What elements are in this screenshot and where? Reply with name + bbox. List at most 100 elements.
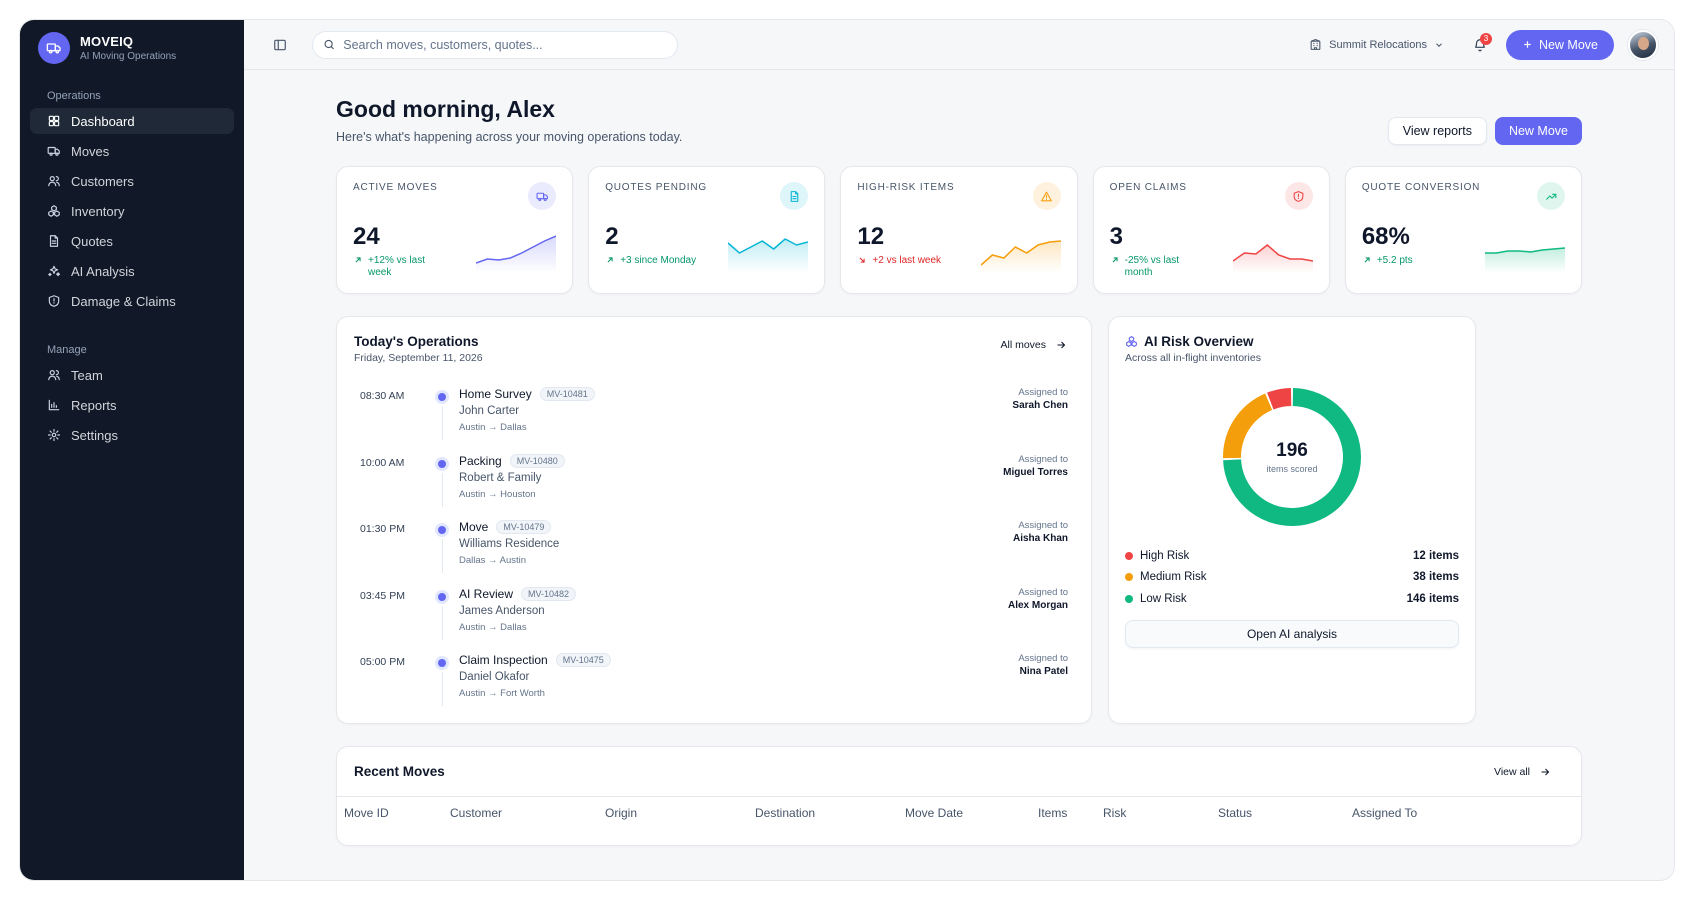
- timeline-line: [442, 672, 443, 706]
- operation-customer: Robert & Family: [459, 471, 542, 484]
- sidebar-item-settings[interactable]: Settings: [30, 422, 234, 448]
- sidebar-item-damage-claims[interactable]: Damage & Claims: [30, 288, 234, 314]
- arrow-up-right-icon: [607, 257, 613, 263]
- org-name: Summit Relocations: [1329, 38, 1427, 51]
- sidebar-item-ai-analysis[interactable]: AI Analysis: [30, 258, 234, 284]
- arrow-up-right-icon: [1364, 257, 1370, 263]
- building-icon: [1310, 39, 1321, 50]
- nav-operations: Dashboard Moves Customers Inventory Quotes AI…: [30, 108, 234, 314]
- arrow-up-right-icon: [355, 257, 361, 263]
- new-move-secondary-button[interactable]: New Move: [1494, 117, 1582, 145]
- sidebar-item-label: Settings: [71, 427, 118, 443]
- page-title: Good morning, Alex: [336, 96, 555, 122]
- user-avatar[interactable]: [1628, 29, 1658, 60]
- column-header-move-id[interactable]: Move ID: [344, 806, 389, 820]
- operation-row[interactable]: 03:45 PM AI Review MV-10482 James Anderson A…: [354, 584, 1074, 651]
- new-move-button[interactable]: New Move: [1505, 29, 1614, 60]
- brand-subtitle: AI Moving Operations: [80, 51, 177, 62]
- move-id-badge[interactable]: MV-10475: [555, 653, 611, 667]
- stat-card-open-claims[interactable]: Open Claims 3 -25% vs last month: [1092, 166, 1330, 294]
- view-all-link[interactable]: View all: [1494, 766, 1551, 778]
- stat-card-quotes-pending[interactable]: Quotes Pending 2 +3 since Monday: [588, 166, 826, 294]
- sidebar-item-customers[interactable]: Customers: [30, 168, 234, 194]
- operation-row[interactable]: 08:30 AM Home Survey MV-10481 John Carter Au…: [354, 384, 1074, 451]
- sidebar-item-label: Reports: [71, 397, 117, 413]
- search-box[interactable]: [312, 30, 678, 59]
- sidebar-item-label: Inventory: [71, 203, 125, 219]
- topbar: Summit Relocations 3 New Move: [244, 20, 1674, 70]
- assignee-name: Sarah Chen: [1012, 400, 1068, 411]
- sidebar-toggle-icon[interactable]: [268, 33, 292, 57]
- org-switcher[interactable]: Summit Relocations: [1309, 38, 1444, 51]
- search-input[interactable]: [343, 37, 667, 52]
- timeline-line: [442, 605, 443, 640]
- notifications-button[interactable]: 3: [1468, 32, 1492, 57]
- boxes-icon: [47, 204, 61, 218]
- brand-name: MOVEIQ: [80, 34, 134, 49]
- operation-row[interactable]: 05:00 PM Claim Inspection MV-10475 Daniel O…: [354, 650, 1074, 717]
- sidebar-item-reports[interactable]: Reports: [30, 392, 234, 418]
- users-icon: [47, 174, 61, 188]
- gear-icon: [47, 428, 61, 442]
- view-reports-button[interactable]: View reports: [1387, 117, 1487, 145]
- move-id-badge[interactable]: MV-10482: [521, 586, 577, 601]
- risk-donut: 196 items scored: [1217, 382, 1367, 532]
- stat-card-active-moves[interactable]: Active Moves 24 +12% vs last week: [336, 166, 574, 294]
- stat-value: 24: [353, 223, 380, 250]
- column-header-risk[interactable]: Risk: [1103, 806, 1127, 820]
- operation-type: Move: [459, 520, 489, 534]
- sidebar-item-moves[interactable]: Moves: [30, 138, 234, 164]
- document-icon: [780, 182, 809, 210]
- sidebar-item-quotes[interactable]: Quotes: [30, 228, 234, 254]
- column-header-destination[interactable]: Destination: [755, 806, 816, 820]
- assignee-name: Nina Patel: [1019, 666, 1068, 677]
- operations-date: Friday, September 11, 2026: [354, 352, 483, 364]
- recent-title: Recent Moves: [354, 764, 445, 779]
- stat-card-quote-conversion[interactable]: Quote Conversion 68% +5.2 pts: [1344, 166, 1583, 294]
- risk-total-label: items scored: [1266, 464, 1318, 474]
- operations-title: Today's Operations: [354, 334, 479, 349]
- column-header-customer[interactable]: Customer: [450, 806, 503, 820]
- brand[interactable]: MOVEIQ AI Moving Operations: [30, 32, 234, 86]
- operation-customer: John Carter: [459, 405, 520, 417]
- column-header-status[interactable]: Status: [1218, 806, 1253, 820]
- assignee-name: Aisha Khan: [1012, 533, 1068, 544]
- sidebar-item-team[interactable]: Team: [30, 362, 234, 388]
- move-id-badge[interactable]: MV-10480: [509, 453, 565, 468]
- sidebar-item-inventory[interactable]: Inventory: [30, 198, 234, 224]
- operation-row[interactable]: 01:30 PM Move MV-10479 Williams Residence Da…: [354, 517, 1074, 584]
- legend-value: 38 items: [1412, 571, 1459, 584]
- operation-row[interactable]: 10:00 AM Packing MV-10480 Robert & Family Au…: [354, 451, 1074, 518]
- stat-delta: +12% vs last week: [368, 255, 425, 278]
- operation-route: Austin → Dallas: [459, 621, 527, 633]
- arrow-up-right-icon: [1112, 257, 1118, 263]
- truck-icon: [47, 144, 61, 158]
- move-id-badge[interactable]: MV-10481: [539, 387, 595, 401]
- stat-label: High-Risk Items: [857, 182, 955, 193]
- operation-time: 05:00 PM: [360, 656, 405, 668]
- stat-label: Open Claims: [1109, 182, 1187, 193]
- sidebar-item-label: Moves: [71, 143, 110, 159]
- move-id-badge[interactable]: MV-10479: [496, 520, 552, 534]
- stat-delta: +2 vs last week: [872, 255, 942, 266]
- operation-customer: Williams Residence: [459, 538, 560, 550]
- column-header-assigned-to[interactable]: Assigned To: [1352, 806, 1418, 820]
- all-moves-link[interactable]: All moves: [1000, 339, 1067, 351]
- shield-icon: [47, 294, 61, 308]
- column-header-origin[interactable]: Origin: [605, 806, 638, 820]
- content: Good morning, Alex Here's what's happeni…: [244, 70, 1674, 846]
- donut-slice-high-risk[interactable]: [1267, 388, 1292, 410]
- column-header-move-date[interactable]: Move Date: [905, 806, 964, 820]
- stat-label: Active Moves: [353, 182, 438, 193]
- timeline-line: [442, 539, 443, 573]
- donut-slice-medium-risk[interactable]: [1223, 393, 1273, 459]
- column-header-items[interactable]: Items: [1038, 806, 1068, 820]
- truck-icon: [528, 182, 557, 210]
- sidebar-item-label: Dashboard: [71, 113, 135, 129]
- sidebar-item-dashboard[interactable]: Dashboard: [30, 108, 234, 134]
- open-ai-analysis-button[interactable]: Open AI analysis: [1125, 619, 1459, 648]
- view-all-label: View all: [1494, 766, 1530, 778]
- stat-card-high-risk-items[interactable]: High-Risk Items 12 +2 vs last week: [840, 166, 1078, 294]
- sparkline: [1485, 247, 1566, 273]
- ai-risk-card: AI Risk Overview Across all in-flight in…: [1108, 316, 1476, 724]
